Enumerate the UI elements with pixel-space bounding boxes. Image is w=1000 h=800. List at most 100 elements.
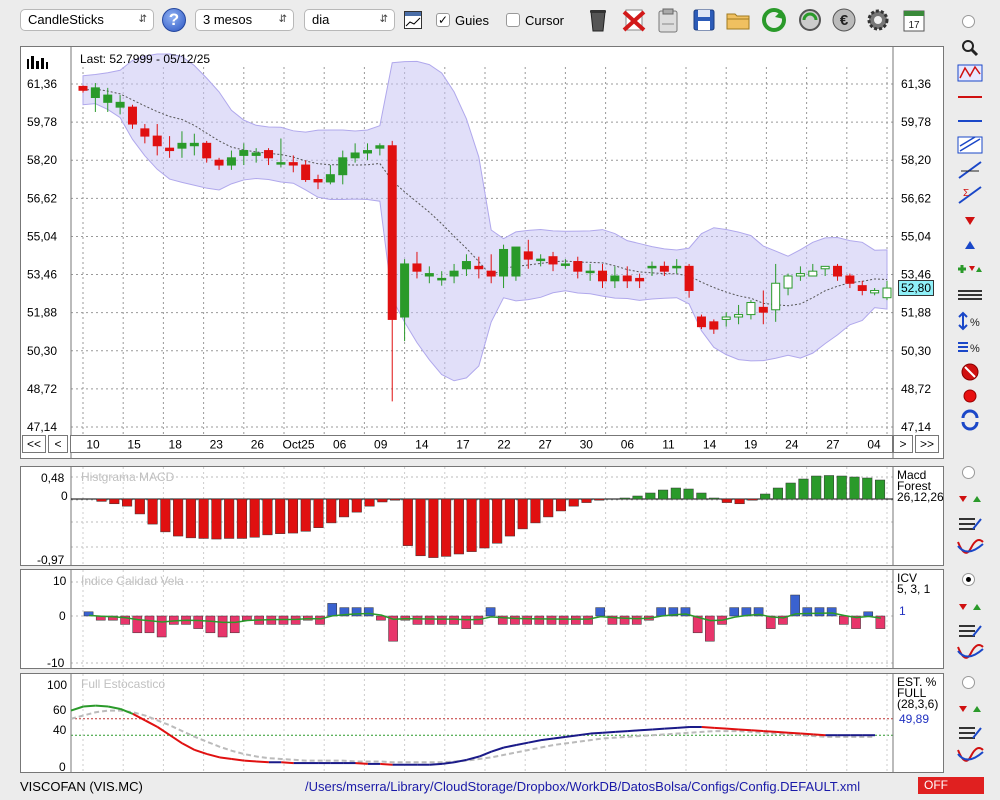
chart-type-select[interactable]: CandleSticks ⇵ (20, 9, 154, 31)
stoch-k-segment (256, 760, 269, 764)
icv-panel[interactable]: Indice Calidad Vela 10 0 -10 ICV 5, 3, 1… (20, 569, 944, 670)
macd-legend-3: 26,12,26 (897, 490, 944, 504)
off-status-badge[interactable]: OFF (918, 777, 984, 794)
icv-tick-top: 10 (53, 574, 67, 588)
macd-bar (581, 498, 592, 503)
stoch-k-segment (107, 705, 121, 710)
icv-bar (814, 607, 825, 617)
icv-bar (656, 607, 666, 617)
zoom-tool-button[interactable] (955, 36, 985, 58)
help-button[interactable]: ? (162, 8, 186, 32)
last-price-label: Last: 52.7999 - 05/12/25 (80, 52, 211, 66)
nav-last-button[interactable]: >> (915, 435, 939, 453)
macd-arrows-button[interactable] (955, 488, 985, 510)
icv-bar (120, 615, 130, 625)
stoch-k-segment (83, 704, 96, 708)
toolbar-radio[interactable] (962, 15, 975, 28)
icv-tick-zero: 0 (59, 609, 66, 623)
macd-bar (632, 495, 643, 500)
sum-trendline-tool-button[interactable]: Σ (955, 184, 985, 206)
chart-window-icon[interactable] (404, 11, 422, 29)
nav-last-label: >> (919, 437, 934, 451)
icv-bar (424, 615, 435, 625)
icv-curve-button[interactable] (955, 643, 985, 665)
candle-body (647, 265, 657, 269)
macd-bar (772, 487, 783, 500)
macd-bar (479, 498, 490, 549)
macd-bar (619, 497, 630, 500)
lines-tool-button[interactable] (955, 284, 985, 306)
price-tick-left: 51,88 (27, 306, 57, 320)
calendar-button[interactable]: 17 (900, 6, 928, 34)
record-tool-button[interactable] (955, 385, 985, 407)
nav-next-button[interactable]: > (893, 435, 913, 453)
settings-button[interactable] (864, 6, 892, 34)
arrow-up-tool-button[interactable] (955, 234, 985, 256)
icv-lines-button[interactable] (955, 620, 985, 642)
save-button[interactable] (690, 6, 718, 34)
icv-bar (534, 615, 545, 625)
icv-bar (705, 615, 715, 642)
macd-curve-button[interactable] (955, 538, 985, 560)
candle-body (251, 152, 261, 156)
candle-body (127, 106, 137, 125)
icv-tick-bottom: -10 (47, 656, 65, 670)
horizontal-line-tool-button[interactable] (955, 86, 985, 108)
cursor-checkbox[interactable] (506, 13, 520, 27)
clipboard-button[interactable] (654, 6, 682, 34)
stoch-curve-button[interactable] (955, 746, 985, 768)
stoch-arrows-button[interactable] (955, 698, 985, 720)
stoch-k-segment (578, 732, 591, 737)
stoch-lines-button[interactable] (955, 722, 985, 744)
candle-body (635, 277, 645, 282)
macd-bar (811, 475, 822, 500)
arrows-updown-tool-button[interactable] (955, 258, 985, 280)
trash-button[interactable] (584, 6, 612, 34)
delete-button[interactable] (620, 6, 648, 34)
open-folder-button[interactable] (724, 6, 752, 34)
icv-radio[interactable] (962, 573, 975, 586)
stochastic-panel[interactable]: Full Estocastico 100 60 40 0 EST. % FULL… (20, 673, 944, 774)
macd-panel[interactable]: Histgrama MACD 0,48 0 -0,97 Macd Forest … (20, 466, 944, 567)
macd-bar (428, 498, 439, 558)
macd-radio[interactable] (962, 466, 975, 479)
config-path-link[interactable]: /Users/mserra/Library/CloudStorage/Dropb… (305, 779, 861, 794)
gear-icon (867, 9, 889, 31)
refresh-button[interactable] (760, 6, 788, 34)
nav-prev-button[interactable]: < (48, 435, 68, 453)
arrow-down-tool-button[interactable] (955, 210, 985, 232)
macd-bar (836, 475, 847, 500)
interval-select[interactable]: dia ⇵ (304, 9, 395, 31)
macd-bar (364, 498, 375, 507)
date-tick: 04 (867, 438, 881, 452)
icv-bar (412, 615, 423, 625)
stoch-radio[interactable] (962, 676, 975, 689)
candle-pattern-tool-button[interactable] (955, 62, 985, 84)
period-select[interactable]: 3 mesos ⇵ (195, 9, 294, 31)
channel-tool-button[interactable] (955, 134, 985, 156)
horizontal-blue-line-tool-button[interactable] (955, 110, 985, 132)
icv-bar (522, 615, 532, 625)
macd-bar (262, 498, 273, 536)
macd-lines-button[interactable] (955, 513, 985, 535)
currency-button[interactable]: € (830, 6, 858, 34)
price-chart-panel[interactable]: 61,36 61,36 59,78 59,78 58,20 58,20 56,62 56,62… (20, 46, 944, 459)
macd-bar (543, 498, 554, 518)
guides-checkbox[interactable]: ✓ (436, 13, 450, 27)
price-tick-right: 58,20 (901, 153, 931, 167)
percent-scale-tool-button[interactable]: % (955, 310, 985, 332)
macd-legend-2: Forest (897, 479, 932, 493)
date-tick: 14 (703, 438, 717, 452)
nav-first-button[interactable]: << (22, 435, 46, 453)
icv-arrows-button[interactable] (955, 596, 985, 618)
candle-body (746, 302, 756, 316)
refresh-all-button[interactable] (796, 6, 824, 34)
macd-bar (504, 498, 515, 537)
cycle-tool-button[interactable] (955, 409, 985, 431)
stoch-legend-1: EST. % (897, 675, 937, 689)
trendline-tool-button[interactable] (955, 159, 985, 181)
stop-tool-button[interactable] (955, 361, 985, 383)
candle-body (598, 270, 608, 282)
percent-tool-button[interactable]: % (955, 336, 985, 358)
candle-body (721, 316, 731, 320)
